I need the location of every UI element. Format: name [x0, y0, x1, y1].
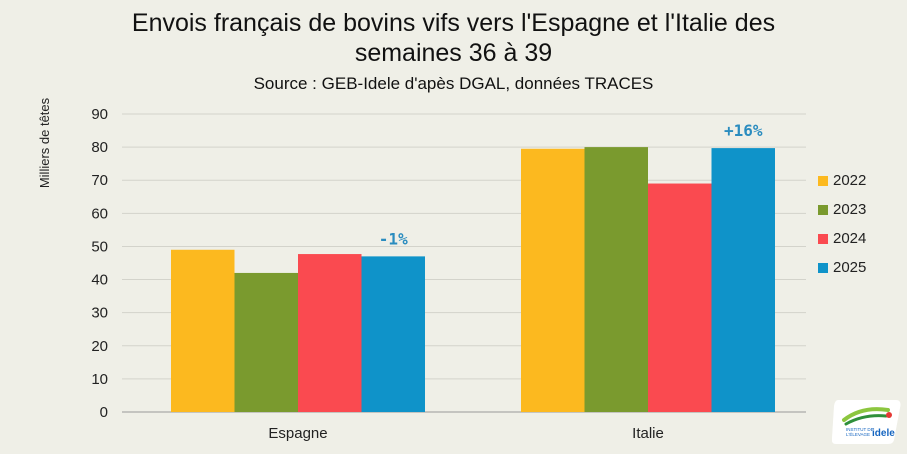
bar-italie-2022 [521, 148, 585, 412]
legend-label: 2025 [833, 259, 867, 276]
legend-item-2022: 2022 [818, 166, 866, 195]
y-tick-label: 70 [91, 172, 108, 189]
bar-espagne-2025 [361, 256, 425, 412]
legend-item-2023: 2023 [818, 195, 866, 224]
x-tick-label: Italie [632, 425, 664, 442]
y-tick-label: 80 [91, 139, 108, 156]
chart-legend: 2022 2023 2024 2025 [818, 166, 866, 282]
chart-title-line-2: semaines 36 à 39 [354, 39, 553, 67]
bar-espagne-2024 [298, 254, 362, 412]
legend-swatch [818, 204, 828, 215]
idele-logo: INSTITUT DE L'ÉLEVAGE idele [832, 400, 901, 444]
y-axis-label: Milliers de têtes [37, 97, 52, 188]
bar-italie-2024 [648, 183, 712, 412]
legend-swatch [818, 262, 828, 273]
bar-italie-2025 [711, 148, 775, 413]
legend-swatch [818, 233, 828, 244]
logo-text-line1: INSTITUT DE [846, 427, 874, 432]
y-tick-label: 90 [91, 106, 108, 123]
y-tick-label: 60 [91, 205, 108, 222]
x-tick-label: Espagne [268, 425, 327, 442]
data-annotation: -1% [379, 229, 408, 248]
data-annotation: +16% [724, 121, 763, 140]
legend-label: 2022 [833, 172, 867, 189]
logo-brand: idele [872, 428, 895, 439]
y-tick-label: 0 [100, 404, 108, 421]
legend-label: 2023 [833, 201, 867, 218]
chart-title-line-1: Envois français de bovins vifs vers l'Es… [131, 9, 776, 37]
y-tick-label: 20 [91, 338, 108, 355]
legend-item-2025: 2025 [818, 253, 866, 282]
y-tick-label: 30 [91, 305, 108, 322]
chart-title: Envois français de bovins vifs vers l'Es… [0, 8, 907, 68]
legend-item-2024: 2024 [818, 224, 866, 253]
bar-espagne-2023 [234, 272, 298, 412]
bar-italie-2023 [584, 147, 648, 412]
legend-swatch [818, 175, 828, 186]
legend-label: 2024 [833, 230, 867, 247]
chart-subtitle: Source : GEB-Idele d'apès DGAL, données … [253, 74, 654, 93]
bar-espagne-2022 [171, 249, 235, 412]
y-tick-label: 50 [91, 238, 108, 255]
y-tick-label: 10 [91, 371, 108, 388]
y-tick-label: 40 [91, 272, 108, 289]
logo-text-line2: L'ÉLEVAGE [846, 431, 870, 437]
